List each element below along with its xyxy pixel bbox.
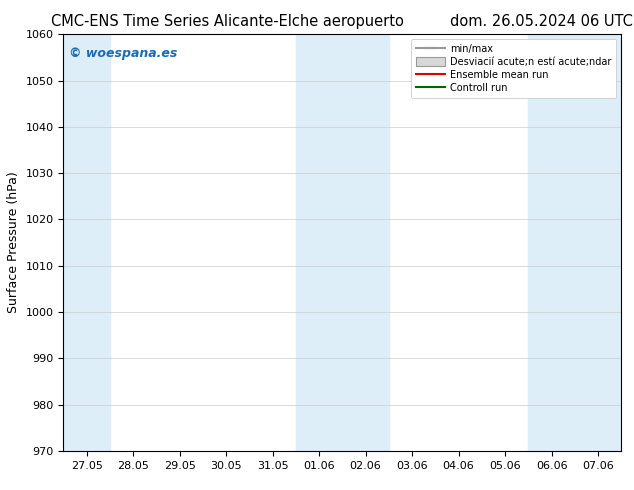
Legend: min/max, Desviacií acute;n estí acute;ndar, Ensemble mean run, Controll run: min/max, Desviacií acute;n estí acute;nd… xyxy=(411,39,616,98)
Bar xyxy=(528,34,621,451)
Y-axis label: Surface Pressure (hPa): Surface Pressure (hPa) xyxy=(7,172,20,314)
Text: © woespana.es: © woespana.es xyxy=(69,47,178,60)
Title: CMC-ENS Time Series Alicante-Elche aeropuerto          dom. 26.05.2024 06 UTC: CMC-ENS Time Series Alicante-Elche aerop… xyxy=(51,14,633,29)
Bar xyxy=(63,34,110,451)
Bar xyxy=(296,34,389,451)
